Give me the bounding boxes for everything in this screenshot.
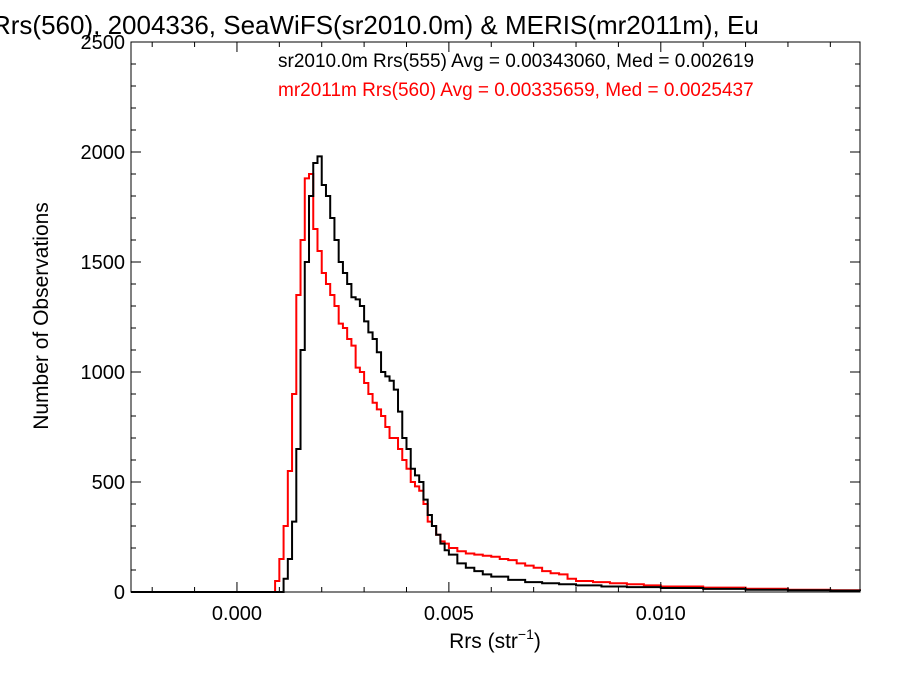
x-tick-label: 0.005 xyxy=(424,603,474,625)
y-tick-label: 0 xyxy=(114,582,125,604)
plot-frame xyxy=(130,41,861,593)
series-line-red xyxy=(131,173,861,593)
x-tick-label: 0.000 xyxy=(212,603,262,625)
chart-title: Rrs(560), 2004336, SeaWiFS(sr2010.0m) & … xyxy=(0,10,759,40)
series-line-black xyxy=(131,155,861,593)
y-tick-label: 2500 xyxy=(81,32,126,54)
x-tick-label: 0.010 xyxy=(636,603,686,625)
x-axis-label-main: Rrs (str xyxy=(449,630,518,653)
x-axis-label: Rrs (str−1) xyxy=(449,626,541,653)
legend-entry-red: mr2011m Rrs(560) Avg = 0.00335659, Med =… xyxy=(278,80,754,101)
y-tick-label: 500 xyxy=(92,472,125,494)
y-tick-label: 2000 xyxy=(81,142,126,164)
y-axis-label: Number of Observations xyxy=(30,202,53,430)
y-tick-label: 1500 xyxy=(81,252,126,274)
x-axis-label-sup: −1 xyxy=(518,626,534,642)
x-axis-label-close: ) xyxy=(534,630,541,653)
y-tick-label: 1000 xyxy=(81,362,126,384)
plot-area xyxy=(131,155,861,593)
axes: 0 500 1000 1500 2000 2500 0.000 0.005 0.010 xyxy=(81,32,861,625)
legend-entry-black: sr2010.0m Rrs(555) Avg = 0.00343060, Med… xyxy=(278,51,754,72)
